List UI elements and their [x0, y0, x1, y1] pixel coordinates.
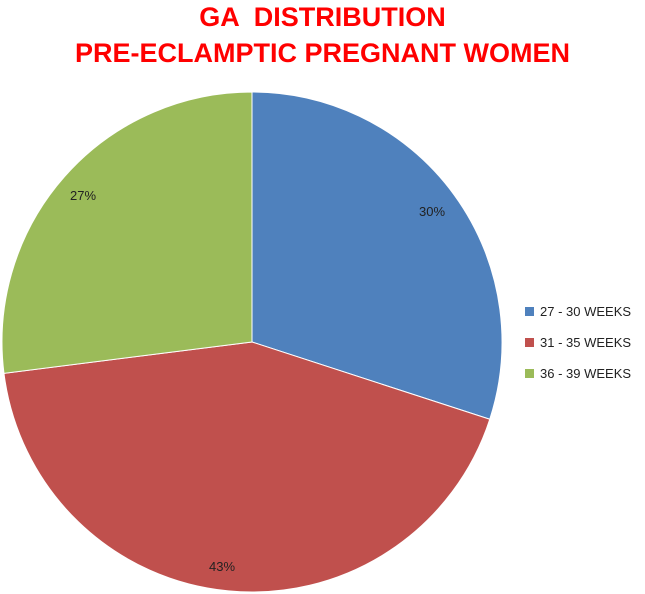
legend-swatch	[525, 369, 534, 378]
chart-subtitle: PRE-ECLAMPTIC PREGNANT WOMEN	[75, 38, 570, 68]
legend-item: 31 - 35 WEEKS	[525, 332, 631, 353]
legend: 27 - 30 WEEKS 31 - 35 WEEKS 36 - 39 WEEK…	[525, 301, 631, 394]
legend-label: 36 - 39 WEEKS	[540, 366, 632, 381]
pie-slices	[1, 91, 503, 593]
legend-item: 27 - 30 WEEKS	[525, 301, 631, 322]
data-label-3: 27%	[70, 188, 96, 203]
pie-slice-1	[251, 91, 503, 420]
pie-slice-3	[1, 91, 253, 374]
pie-slice-2	[3, 341, 491, 593]
legend-item: 36 - 39 WEEKS	[525, 363, 631, 384]
data-label-2: 43%	[209, 559, 235, 574]
pie-data-labels: 30% 43% 27%	[70, 188, 445, 574]
data-label-1: 30%	[419, 204, 445, 219]
legend-label: 31 - 35 WEEKS	[540, 335, 632, 350]
chart-title: GA DISTRIBUTION	[199, 2, 446, 32]
legend-swatch	[525, 338, 534, 347]
legend-swatch	[525, 307, 534, 316]
legend-label: 27 - 30 WEEKS	[540, 304, 632, 319]
